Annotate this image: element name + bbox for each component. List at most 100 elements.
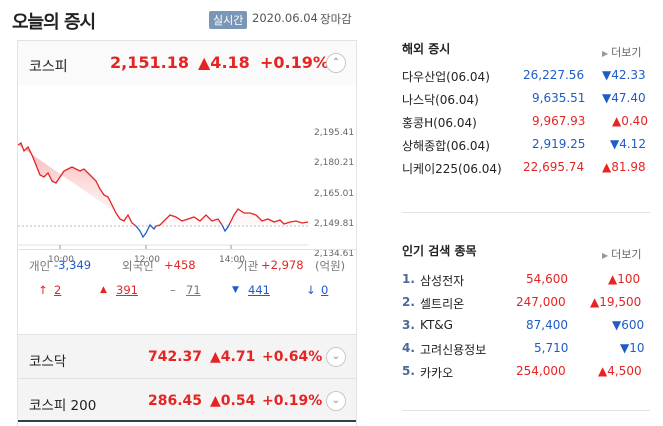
- popular-price: 5,710: [534, 341, 569, 355]
- popular-rank: 1.: [402, 272, 415, 286]
- popular-name: 삼성전자: [420, 274, 465, 288]
- overseas-change: ▼42.33: [602, 68, 646, 82]
- unchanged-icon: –: [170, 283, 176, 297]
- individual-label: 개인: [29, 259, 51, 273]
- overseas-row[interactable]: 니케이225(06.04) 22,695.74 ▲81.98: [402, 158, 650, 178]
- investor-trading: 개인 -3,349 외국인 +458 기관 +2,978 (억원): [18, 249, 356, 277]
- popular-change: ▲4,500: [598, 364, 642, 378]
- overseas-more-link[interactable]: ▶ 더보기: [602, 44, 642, 60]
- chart-line-down-2: [221, 222, 231, 233]
- popular-name: 고려신용정보: [420, 343, 487, 357]
- overseas-change: ▲0.40: [612, 114, 648, 128]
- popular-rank: 4.: [402, 341, 415, 355]
- popular-name: 카카오: [420, 366, 454, 380]
- kospi200-percent: +0.19%: [262, 393, 323, 409]
- overseas-change: ▼47.40: [602, 91, 646, 105]
- x-tick: 14:00: [219, 255, 245, 265]
- chart-line-up-2: [155, 214, 223, 227]
- kospi-intraday-chart[interactable]: 2,195.41 2,180.21 2,165.01 2,149.81 2,13…: [18, 85, 356, 271]
- popular-more-link[interactable]: ▶ 더보기: [602, 246, 642, 262]
- kospi-value: 2,151.18: [110, 53, 189, 72]
- overseas-title: 해외 증시: [402, 42, 451, 56]
- individual-value: -3,349: [54, 258, 92, 272]
- overseas-row[interactable]: 상해종합(06.04) 2,919.25 ▼4.12: [402, 135, 650, 155]
- falling-icon: ▼: [232, 285, 239, 295]
- kosdaq-summary[interactable]: 코스닥 742.37 ▲4.71 +0.64% ⌄: [18, 334, 356, 378]
- kosdaq-percent: +0.64%: [262, 349, 323, 365]
- kospi200-summary[interactable]: 코스피 200 286.45 ▲0.54 +0.19% ⌄: [18, 378, 356, 422]
- upper-limit-count[interactable]: 2: [54, 283, 62, 297]
- institution-label: 기관: [237, 259, 259, 273]
- institution-value: +2,978: [261, 258, 304, 272]
- chevron-up-icon: ⌃: [331, 57, 341, 68]
- caret-right-icon: ▶: [602, 251, 609, 260]
- popular-change: ▼10: [620, 341, 645, 355]
- falling-count[interactable]: 441: [248, 283, 270, 297]
- popular-row[interactable]: 1. 삼성전자 54,600 ▲100: [402, 270, 650, 290]
- kospi-change: ▲4.18: [198, 53, 250, 72]
- popular-more-label: 더보기: [611, 248, 642, 261]
- y-tick: 2,165.01: [314, 189, 354, 199]
- realtime-badge: 실시간: [209, 11, 248, 29]
- expand-kospi200-button[interactable]: ⌄: [326, 391, 346, 411]
- popular-name: KT&G: [420, 318, 453, 332]
- popular-price: 247,000: [516, 295, 566, 309]
- popular-row[interactable]: 5. 카카오 254,000 ▲4,500: [402, 362, 650, 382]
- caret-right-icon: ▶: [602, 49, 609, 58]
- kosdaq-value: 742.37: [148, 349, 203, 365]
- kospi200-change: ▲0.54: [210, 393, 256, 409]
- section-divider: [402, 212, 650, 213]
- x-tick: 12:00: [134, 255, 160, 265]
- popular-change: ▼600: [612, 318, 645, 332]
- kosdaq-change: ▲4.71: [210, 349, 256, 365]
- lower-limit-count[interactable]: 0: [321, 283, 329, 297]
- overseas-more-label: 더보기: [611, 46, 642, 59]
- rising-count[interactable]: 391: [116, 283, 138, 297]
- popular-row[interactable]: 3. KT&G 87,400 ▼600: [402, 316, 650, 336]
- market-status: 장마감: [320, 12, 352, 26]
- overseas-value: 26,227.56: [523, 68, 585, 82]
- header: 오늘의 증시 실시간 2020.06.04 장마감: [12, 4, 362, 34]
- chart-line-up-1: [18, 142, 137, 227]
- chevron-down-icon: ⌄: [331, 395, 341, 406]
- x-tick: 10:00: [48, 255, 74, 265]
- upper-limit-icon: ↑: [38, 283, 48, 297]
- kospi200-value: 286.45: [148, 393, 203, 409]
- y-tick: 2,134.61: [314, 249, 354, 259]
- kospi-percent: +0.19%: [260, 53, 329, 72]
- overseas-name: 니케이225(06.04): [402, 162, 502, 176]
- market-date: 2020.06.04: [252, 11, 318, 25]
- overseas-value: 9,635.51: [532, 91, 586, 105]
- overseas-value: 9,967.93: [532, 114, 586, 128]
- collapse-kospi-button[interactable]: ⌃: [326, 53, 346, 73]
- overseas-change: ▲81.98: [602, 160, 646, 174]
- expand-kosdaq-button[interactable]: ⌄: [326, 347, 346, 367]
- popular-rank: 3.: [402, 318, 415, 332]
- overseas-change: ▼4.12: [610, 137, 646, 151]
- popular-rank: 5.: [402, 364, 415, 378]
- overseas-row[interactable]: 다우산업(06.04) 26,227.56 ▼42.33: [402, 66, 650, 86]
- rising-icon: ▲: [100, 285, 107, 295]
- overseas-row[interactable]: 나스닥(06.04) 9,635.51 ▼47.40: [402, 89, 650, 109]
- popular-name: 셀트리온: [420, 297, 465, 311]
- kosdaq-name: 코스닥: [29, 354, 67, 370]
- overseas-row[interactable]: 홍콩H(06.04) 9,967.93 ▲0.40: [402, 112, 650, 132]
- overseas-name: 나스닥(06.04): [402, 93, 479, 107]
- kospi-chart-svg: 2,195.41 2,180.21 2,165.01 2,149.81 2,13…: [18, 128, 354, 265]
- popular-row[interactable]: 2. 셀트리온 247,000 ▲19,500: [402, 293, 650, 313]
- domestic-index-panel: 코스피 2,151.18 ▲4.18 +0.19% ⌃ 2,: [17, 40, 357, 426]
- overseas-name: 다우산업(06.04): [402, 70, 490, 84]
- foreign-label: 외국인: [122, 259, 154, 273]
- overseas-value: 22,695.74: [523, 160, 585, 174]
- y-tick: 2,180.21: [314, 158, 354, 168]
- kospi-summary[interactable]: 코스피 2,151.18 ▲4.18 +0.19% ⌃: [18, 41, 356, 85]
- unchanged-count[interactable]: 71: [186, 283, 201, 297]
- overseas-name: 홍콩H(06.04): [402, 116, 477, 130]
- popular-price: 87,400: [526, 318, 568, 332]
- kospi-name: 코스피: [29, 59, 68, 75]
- y-tick: 2,149.81: [314, 219, 354, 229]
- popular-price: 254,000: [516, 364, 566, 378]
- popular-rank: 2.: [402, 295, 415, 309]
- unit-label: (억원): [315, 259, 346, 273]
- popular-row[interactable]: 4. 고려신용정보 5,710 ▼10: [402, 339, 650, 359]
